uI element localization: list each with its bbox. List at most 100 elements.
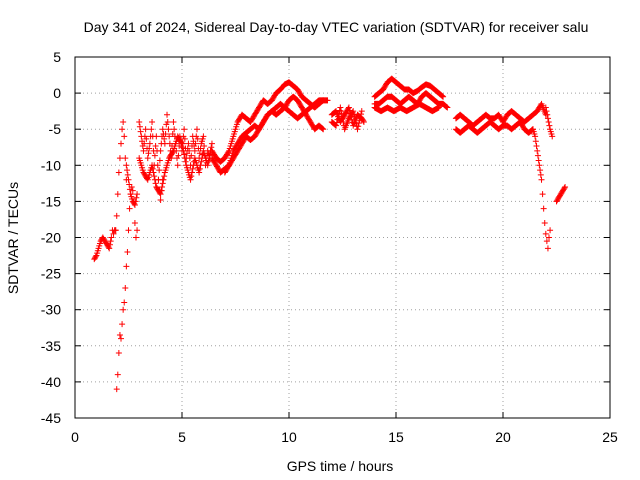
data-point <box>440 93 447 100</box>
data-point <box>355 120 362 127</box>
data-point <box>143 135 150 142</box>
data-point <box>170 118 177 125</box>
data-point <box>540 205 547 212</box>
data-point <box>208 140 215 147</box>
data-point <box>133 194 140 201</box>
data-point <box>439 93 446 100</box>
data-point <box>179 140 185 147</box>
data-point <box>356 117 363 124</box>
data-point <box>114 191 121 198</box>
data-point <box>141 140 148 147</box>
data-point <box>338 111 345 118</box>
data-point <box>549 133 556 140</box>
data-point <box>357 114 364 121</box>
data-point <box>225 149 232 156</box>
data-track <box>328 104 365 133</box>
y-tick-label: -25 <box>41 266 61 282</box>
data-point <box>320 126 327 133</box>
data-point <box>435 104 442 111</box>
data-point <box>153 133 160 140</box>
data-point <box>544 111 551 118</box>
y-tick-label: -5 <box>49 121 62 137</box>
data-point <box>159 176 166 183</box>
data-point <box>534 147 541 154</box>
data-point <box>152 143 159 150</box>
data-point <box>204 162 211 169</box>
data-point <box>145 150 152 157</box>
data-point <box>444 104 451 111</box>
data-point <box>336 107 343 114</box>
data-point <box>318 124 325 131</box>
x-tick-label: 5 <box>178 429 186 445</box>
data-point <box>186 147 193 154</box>
y-tick-label: 5 <box>53 49 61 65</box>
data-track <box>452 118 536 136</box>
data-point <box>118 140 125 147</box>
data-track <box>371 90 451 111</box>
data-point <box>161 135 168 142</box>
data-point <box>338 108 345 115</box>
data-point <box>108 234 115 241</box>
data-track <box>221 97 331 176</box>
data-point <box>149 165 156 172</box>
data-point <box>201 143 208 150</box>
data-point <box>149 162 156 169</box>
data-point <box>110 230 117 237</box>
data-point <box>319 125 326 132</box>
y-tick-label: -40 <box>41 374 61 390</box>
data-point <box>187 176 194 183</box>
data-point <box>191 147 198 154</box>
data-point <box>122 155 129 162</box>
data-point <box>442 103 449 110</box>
data-track <box>113 183 141 393</box>
data-point <box>148 126 155 133</box>
data-point <box>116 155 123 162</box>
data-point <box>146 145 153 152</box>
data-point <box>438 92 445 99</box>
data-point <box>345 104 352 111</box>
data-point <box>198 158 205 165</box>
data-point <box>120 118 127 125</box>
data-point <box>126 205 133 212</box>
data-point <box>208 144 215 151</box>
data-point <box>151 173 158 180</box>
data-point <box>196 165 203 172</box>
data-point <box>157 196 164 203</box>
data-point <box>124 248 131 255</box>
data-point <box>161 173 168 180</box>
data-point <box>129 187 136 194</box>
data-point <box>165 126 172 133</box>
data-point <box>126 181 133 188</box>
data-point <box>324 97 331 104</box>
data-point <box>122 285 129 292</box>
data-point <box>124 171 131 178</box>
data-point <box>112 227 119 234</box>
data-point <box>546 122 553 129</box>
data-point <box>146 140 153 147</box>
data-point <box>137 128 144 135</box>
data-point <box>335 113 342 120</box>
data-point <box>169 149 176 156</box>
data-point <box>547 227 554 234</box>
x-tick-label: 20 <box>495 429 511 445</box>
data-point <box>156 167 163 174</box>
data-point <box>126 186 133 193</box>
data-point <box>119 321 126 328</box>
data-point <box>350 111 357 118</box>
data-point <box>157 191 164 198</box>
data-point <box>116 331 123 338</box>
data-point <box>144 155 151 162</box>
data-point <box>562 183 569 190</box>
data-point <box>545 118 552 125</box>
data-track <box>452 100 549 129</box>
data-track <box>136 133 215 198</box>
data-point <box>360 117 367 124</box>
data-point <box>107 238 114 245</box>
data-point <box>546 234 553 241</box>
data-point <box>123 263 130 270</box>
data-point <box>333 119 340 126</box>
data-point <box>350 108 357 115</box>
data-track <box>112 118 130 234</box>
data-point <box>171 126 178 133</box>
y-tick-label: -10 <box>41 157 61 173</box>
